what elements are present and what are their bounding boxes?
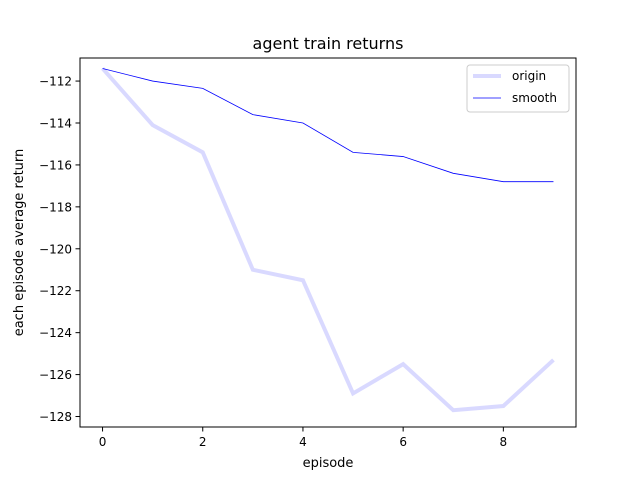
y-tick-label: −118 [39,200,72,214]
legend-label-origin: origin [512,69,546,83]
series-line-origin [101,67,555,413]
x-tick-label: 0 [99,435,107,449]
y-axis-label: each episode average return [12,149,27,337]
y-tick-label: −114 [39,116,72,130]
y-tick-label: −126 [39,368,72,382]
y-tick-label: −122 [39,284,72,298]
chart-title: agent train returns [253,34,404,53]
series-line-smooth [102,68,554,183]
y-tick-label: −124 [39,326,72,340]
x-tick-label: 6 [399,435,407,449]
plot-area [80,58,576,427]
y-axis-ticks: −112 −114 −116 −118 −120 −122 −124 −126 −128 [39,75,80,424]
legend: origin smooth [466,64,570,113]
x-axis-label: episode [303,456,354,471]
series-layer [101,67,555,413]
legend-box [466,64,570,113]
legend-label-smooth: smooth [512,91,557,105]
y-tick-label: −120 [39,242,72,256]
y-tick-label: −112 [39,75,72,89]
x-tick-label: 2 [199,435,207,449]
y-tick-label: −128 [39,410,72,424]
x-axis-ticks: 0 2 4 6 8 [99,427,507,449]
plot-frame [79,57,577,428]
x-tick-label: 8 [500,435,508,449]
y-tick-label: −116 [39,158,72,172]
x-tick-label: 4 [299,435,307,449]
